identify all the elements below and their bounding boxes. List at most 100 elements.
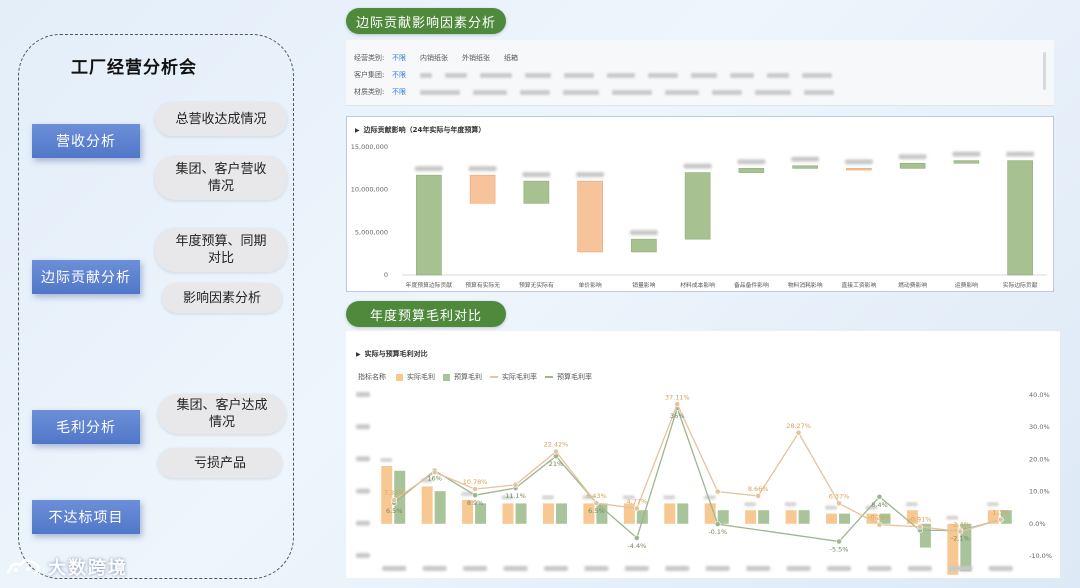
filter-option-domestic-paper[interactable]: 内销纸张	[420, 54, 448, 62]
redacted-option[interactable]	[564, 72, 594, 78]
subitem-group-customer-achievement[interactable]: 集团、客户达成 情况	[158, 394, 286, 434]
gross-profit-chart-title: ▶ 实际与预算毛利对比	[356, 350, 428, 358]
filter-scrollbar[interactable]	[1043, 52, 1046, 90]
redacted-value-label	[703, 495, 716, 500]
actual-rate-line-point	[512, 481, 519, 488]
legend-item-budget[interactable]: 预算毛利	[454, 373, 482, 381]
legend-item-budget-rate[interactable]: 预算毛利率	[557, 373, 592, 381]
y2-tick-label: -10.0%	[1029, 552, 1052, 560]
actual-rate-label: 1.3%	[993, 509, 1010, 517]
redacted-option[interactable]	[520, 89, 550, 95]
bar-actual-gross-profit	[664, 503, 676, 524]
chart-legend: 指标名称 实际毛利 预算毛利 实际毛利率 预算毛利率	[358, 372, 592, 382]
redacted-x-tick	[422, 566, 447, 571]
redacted-x-tick	[786, 566, 811, 571]
category-gross-profit-analysis[interactable]: 毛利分析	[32, 410, 140, 444]
redacted-option[interactable]	[755, 89, 791, 95]
redacted-value-label	[622, 495, 635, 500]
subitem-total-revenue[interactable]: 总营收达成情况	[155, 102, 287, 136]
redacted-option[interactable]	[420, 72, 432, 78]
redacted-option[interactable]	[691, 72, 717, 78]
redacted-value-label	[744, 502, 757, 507]
legend-item-actual-rate[interactable]: 实际毛利率	[502, 373, 537, 381]
redacted-option[interactable]	[420, 89, 460, 95]
redacted-option[interactable]	[665, 89, 699, 95]
redacted-value-label	[468, 166, 497, 172]
redacted-option[interactable]	[612, 89, 652, 95]
filter-option-export-paper[interactable]: 外销纸张	[462, 54, 490, 62]
subitem-impact-factors[interactable]: 影响因素分析	[162, 283, 282, 313]
filter-option-carton[interactable]: 纸箱	[504, 54, 518, 62]
redacted-value-label	[844, 159, 873, 165]
actual-rate-label: 37.11%	[665, 393, 690, 401]
redacted-option[interactable]	[607, 72, 635, 78]
redacted-x-tick	[907, 566, 932, 571]
actual-rate-label: 6.37%	[829, 492, 850, 500]
collapse-triangle-icon[interactable]: ▶	[356, 351, 361, 358]
agenda-title: 工厂经营分析会	[71, 58, 197, 78]
redacted-x-tick	[543, 566, 568, 571]
bar-budget-gross-profit	[677, 503, 689, 524]
redacted-option[interactable]	[730, 72, 754, 78]
redacted-x-tick	[503, 566, 528, 571]
category-margin-contribution-analysis[interactable]: 边际贡献分析	[32, 260, 140, 294]
filter-option-all[interactable]: 不限	[392, 71, 406, 79]
subitem-group-customer-revenue[interactable]: 集团、客户营收 情况	[155, 156, 287, 200]
redacted-value-label	[1006, 151, 1035, 157]
redacted-option[interactable]	[767, 72, 789, 78]
collapse-triangle-icon[interactable]: ▶	[355, 127, 360, 134]
x-tick-label: 备品备件影响	[734, 281, 769, 289]
brand-logo: 大数跨境	[4, 554, 128, 580]
redacted-value-label	[501, 495, 514, 500]
bar-budget-gross-profit	[879, 513, 891, 524]
category-revenue-analysis[interactable]: 营收分析	[32, 124, 140, 158]
redacted-y-tick	[356, 392, 370, 397]
actual-rate-line	[393, 402, 1001, 533]
y2-tick-label: 40.0%	[1029, 391, 1050, 399]
legend-item-actual[interactable]: 实际毛利	[407, 373, 435, 381]
legend-swatch-actual-rate	[490, 376, 498, 378]
redacted-option[interactable]	[480, 72, 512, 78]
subitem-loss-products[interactable]: 亏损产品	[158, 448, 282, 478]
actual-rate-label: -2.4%	[951, 521, 970, 529]
filter-option-all[interactable]: 不限	[392, 88, 406, 96]
bar-actual-gross-profit	[623, 503, 635, 524]
actual-rate-line-point	[472, 486, 478, 492]
redacted-option[interactable]	[473, 89, 507, 95]
actual-rate-line-point	[391, 497, 398, 503]
budget-rate-label: 36%	[670, 412, 684, 420]
redacted-value-label	[629, 230, 658, 236]
y-tick-label: 0	[384, 271, 388, 279]
redacted-value-label	[737, 159, 766, 165]
waterfall-bar	[953, 160, 980, 164]
category-substandard-projects[interactable]: 不达标项目	[32, 500, 140, 534]
redacted-option[interactable]	[802, 72, 832, 78]
actual-rate-label: 28.27%	[786, 422, 811, 430]
redacted-option[interactable]	[525, 72, 551, 78]
redacted-option[interactable]	[712, 89, 742, 95]
x-tick-label: 材料成本影响	[680, 281, 715, 289]
actual-rate-line-point	[431, 469, 438, 476]
redacted-value-label	[380, 458, 393, 462]
redacted-value-label	[791, 156, 820, 162]
section-header-budget-gross-profit: 年度预算毛利对比	[346, 301, 506, 327]
redacted-value-label	[522, 172, 551, 178]
redacted-option[interactable]	[563, 89, 599, 95]
redacted-value-label	[905, 502, 918, 507]
filter-option-all[interactable]: 不限	[392, 54, 406, 62]
budget-rate-label: 8.4%	[871, 501, 888, 509]
redacted-option[interactable]	[445, 72, 467, 78]
redacted-option[interactable]	[648, 72, 678, 78]
redacted-x-tick	[746, 566, 771, 571]
bar-budget-gross-profit	[839, 513, 851, 524]
actual-rate-label: 10.78%	[463, 478, 488, 486]
budget-rate-line-point	[472, 492, 478, 499]
actual-rate-line-point	[876, 521, 883, 528]
redacted-y-tick	[356, 553, 370, 558]
redacted-option[interactable]	[804, 89, 834, 95]
subitem-budget-yoy[interactable]: 年度预算、同期 对比	[155, 228, 287, 272]
filter-label: 材质类别:	[354, 88, 385, 96]
budget-rate-line	[393, 405, 1001, 543]
section-header-impact-factors: 边际贡献影响因素分析	[346, 8, 506, 34]
budget-rate-label: 11.1%	[505, 492, 526, 500]
